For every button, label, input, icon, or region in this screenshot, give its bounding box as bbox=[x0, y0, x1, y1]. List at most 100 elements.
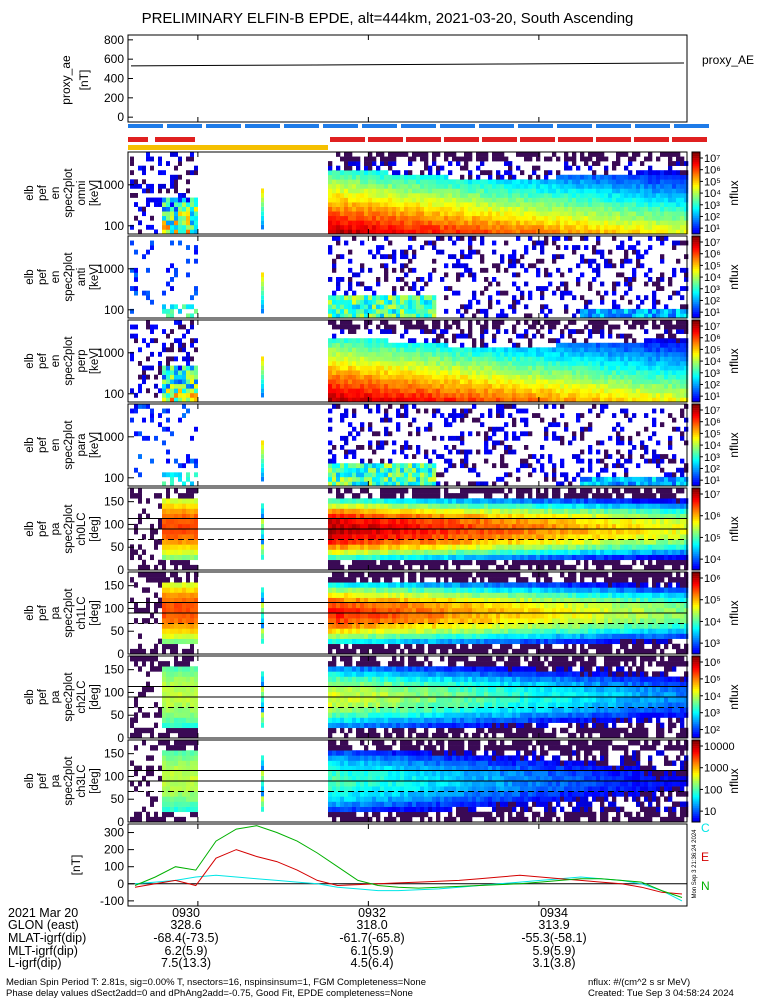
spectrogram-cell bbox=[420, 365, 425, 371]
spectrogram-cell bbox=[460, 236, 465, 241]
spectrogram-cell bbox=[652, 417, 657, 423]
colorbar-cell bbox=[692, 375, 700, 378]
spectrogram-cell bbox=[380, 374, 385, 380]
spectrogram-cell bbox=[400, 215, 405, 221]
spectrogram-cell bbox=[404, 374, 409, 380]
spectrogram-cell bbox=[436, 188, 441, 194]
spectrogram-cell bbox=[444, 356, 449, 362]
spectrogram-cell bbox=[170, 513, 174, 520]
spectrogram-cell bbox=[436, 174, 441, 180]
spectrogram-cell bbox=[600, 229, 605, 235]
spectrogram-cell bbox=[524, 347, 529, 353]
spectrogram-cell bbox=[404, 383, 409, 389]
spectrogram-cell bbox=[332, 290, 337, 296]
spectrogram-cell bbox=[162, 365, 166, 371]
spectrogram-cell bbox=[504, 215, 509, 221]
colorbar-tick-label: 10⁷ bbox=[704, 321, 720, 333]
spectrogram-cell bbox=[416, 183, 421, 189]
spectrogram-cell bbox=[488, 183, 493, 189]
spectrogram-cell bbox=[364, 229, 369, 235]
spectrogram-cell bbox=[540, 308, 545, 314]
spectrogram-cell bbox=[428, 179, 433, 185]
spectrogram-cell bbox=[668, 440, 673, 446]
spectrogram-cell bbox=[572, 379, 577, 385]
spectrogram-cell bbox=[508, 304, 513, 310]
spectrogram-cell bbox=[600, 224, 605, 230]
spectrogram-cell bbox=[516, 197, 521, 203]
spectrogram-cell bbox=[500, 308, 505, 314]
spectrogram-cell bbox=[134, 267, 138, 273]
spectrogram-cell bbox=[142, 379, 146, 385]
colorbar-cell bbox=[692, 408, 700, 411]
spectrogram-cell bbox=[532, 152, 537, 157]
spectrogram-cell bbox=[424, 156, 429, 162]
spectrogram-cell bbox=[600, 249, 605, 255]
spectrogram-cell bbox=[424, 463, 429, 469]
spectrogram-cell bbox=[376, 392, 381, 398]
spectrogram-cell bbox=[408, 338, 413, 344]
spectrogram-cell bbox=[166, 549, 170, 555]
spectrogram-cell bbox=[432, 193, 437, 198]
spectrogram-cell bbox=[356, 324, 361, 330]
spectrogram-cell bbox=[364, 202, 369, 207]
spectrogram-cell bbox=[142, 290, 146, 296]
spectrogram-cell bbox=[580, 295, 585, 301]
spectrogram-cell bbox=[130, 493, 134, 499]
spectrogram-cell bbox=[528, 361, 533, 366]
spectrogram-cell bbox=[460, 440, 465, 446]
spectrogram-cell bbox=[568, 365, 573, 371]
spectrogram-cell bbox=[652, 431, 657, 437]
spectrogram-cell bbox=[170, 211, 174, 217]
spectrogram-cell bbox=[166, 458, 170, 464]
spectrogram-cell bbox=[520, 179, 525, 185]
spectrogram-cell bbox=[684, 392, 689, 398]
spectrogram-cell bbox=[572, 356, 577, 362]
spectrogram-cell bbox=[456, 361, 461, 366]
spectrogram-cell bbox=[400, 481, 405, 487]
colorbar-cell bbox=[692, 461, 700, 464]
spectrogram-cell bbox=[328, 529, 333, 535]
spectrogram-cell bbox=[340, 356, 345, 362]
spectrogram-cell bbox=[452, 220, 457, 226]
spectrogram-cell bbox=[484, 329, 489, 334]
spectrogram-cell bbox=[352, 347, 357, 353]
spectrogram-cell bbox=[158, 493, 162, 499]
spectrogram-cell bbox=[336, 304, 341, 310]
spectrogram-cell bbox=[360, 267, 365, 273]
spectrogram-cell bbox=[444, 338, 449, 344]
spectrogram-cell bbox=[600, 347, 605, 353]
spectrogram-cell bbox=[372, 313, 377, 319]
spectrogram-cell bbox=[150, 183, 154, 189]
spectrogram-cell bbox=[684, 356, 689, 362]
spectrogram-cell bbox=[261, 281, 264, 287]
spectrogram-cell bbox=[624, 281, 629, 287]
spectrogram-cell bbox=[194, 374, 198, 380]
spectrogram-cell bbox=[616, 458, 621, 464]
spectrogram-cell bbox=[512, 365, 517, 371]
spectrogram-cell bbox=[412, 308, 417, 314]
spectrogram-cell bbox=[524, 365, 529, 371]
spectrogram-cell bbox=[620, 481, 625, 487]
spectrogram-cell bbox=[186, 224, 190, 230]
spectrogram-cell bbox=[672, 397, 677, 403]
spectrogram-cell bbox=[384, 379, 389, 385]
spectrogram-cell bbox=[636, 388, 641, 394]
spectrogram-cell bbox=[628, 206, 633, 212]
spectrogram-cell bbox=[608, 197, 613, 203]
spectrogram-cell bbox=[261, 458, 264, 464]
spectrogram-cell bbox=[544, 304, 549, 310]
spectrogram-cell bbox=[178, 215, 182, 221]
spectrogram-cell bbox=[344, 467, 349, 473]
spectrogram-cell bbox=[552, 197, 557, 203]
spectrogram-cell bbox=[336, 404, 341, 409]
spectrogram-cell bbox=[680, 397, 685, 403]
spectrogram-cell bbox=[336, 211, 341, 217]
spectrogram-cell bbox=[580, 329, 585, 334]
spectrogram-cell bbox=[261, 361, 264, 366]
spectrogram-cell bbox=[368, 202, 373, 207]
spectrogram-cell bbox=[364, 370, 369, 375]
spectrogram-cell bbox=[328, 463, 333, 469]
spectrogram-cell bbox=[564, 426, 569, 432]
spectrogram-cell bbox=[348, 356, 353, 362]
spectrogram-cell bbox=[668, 481, 673, 487]
